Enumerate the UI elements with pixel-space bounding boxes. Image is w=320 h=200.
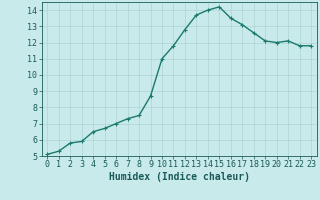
X-axis label: Humidex (Indice chaleur): Humidex (Indice chaleur)	[109, 172, 250, 182]
